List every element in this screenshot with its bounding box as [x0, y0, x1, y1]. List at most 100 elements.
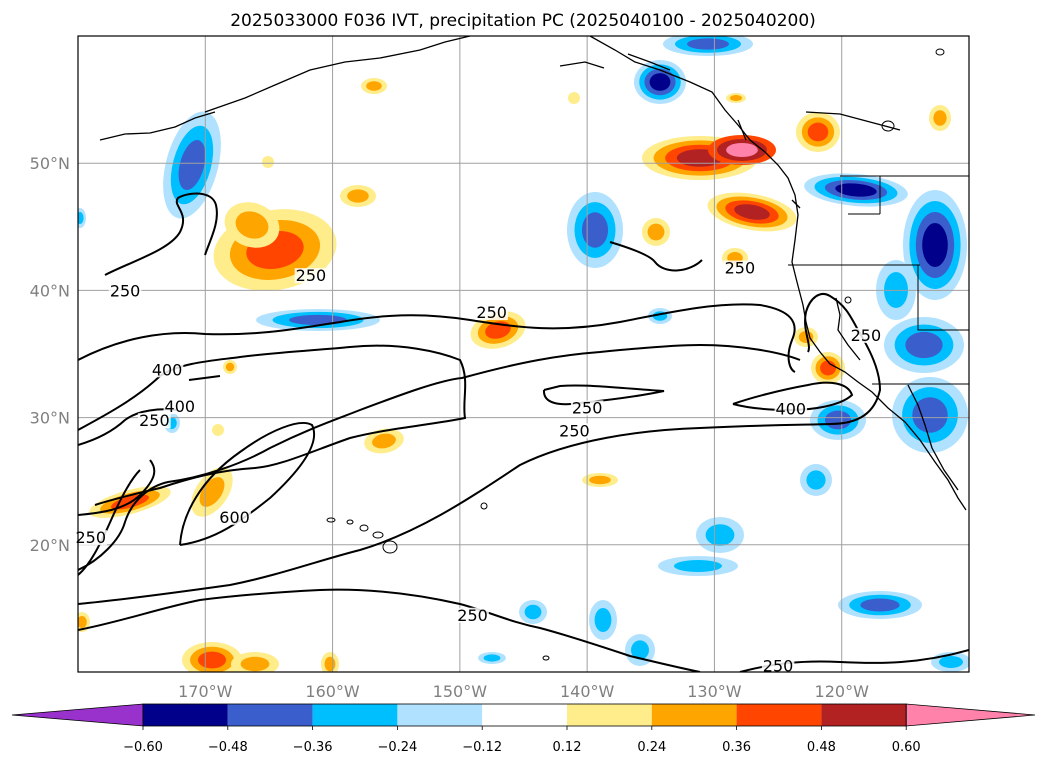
lat-tick-label: 40°N [30, 281, 70, 300]
border-segment [917, 265, 969, 331]
precip-level [483, 654, 501, 662]
precip-level [324, 656, 336, 672]
contour-label-bg [723, 260, 757, 276]
coastline-segment [805, 111, 901, 131]
precip-blob [78, 208, 86, 228]
lat-tick-label: 30°N [30, 409, 70, 428]
precip-level [905, 331, 943, 359]
precip-level [820, 360, 836, 376]
contour-label-bg [138, 413, 171, 429]
island [935, 48, 945, 56]
precip-level [178, 140, 206, 190]
ivt-contours [78, 192, 969, 672]
precip-level [198, 651, 226, 669]
colorbar-tick-label: 0.12 [553, 740, 582, 755]
lon-tick-label: 150°W [433, 682, 488, 701]
island [542, 655, 550, 661]
precip-blob [224, 202, 280, 248]
contour-label-bg [475, 305, 508, 321]
lon-tick-label: 140°W [560, 682, 615, 701]
precip-blob [708, 135, 776, 165]
contour-line [609, 241, 703, 272]
precip-blob [648, 308, 672, 324]
island [346, 519, 354, 525]
precip-level [212, 424, 224, 436]
precip-level [235, 211, 269, 239]
precip-level [687, 38, 729, 50]
colorbar-extend-high [905, 703, 1036, 727]
lat-lon-gridlines [78, 36, 969, 672]
precip-blob [884, 317, 964, 373]
lat-tick-label: 20°N [30, 536, 70, 555]
contour-label: 250 [851, 326, 882, 345]
colorbar-segment [651, 704, 737, 726]
contour-label: 250 [725, 259, 756, 278]
colorbar-segment [736, 704, 822, 726]
precip-blob [707, 192, 797, 232]
coastline-segment [835, 297, 861, 361]
precip-level [807, 122, 829, 142]
map-frame [77, 35, 970, 673]
contour-line [78, 293, 882, 605]
precip-blob [163, 111, 221, 219]
colorbar-tick-label: 0.48 [807, 740, 836, 755]
contour-label-bg [456, 607, 489, 623]
precip-blob [519, 600, 547, 624]
precip-blob [634, 60, 686, 104]
precip-level [589, 475, 611, 485]
contour-line [78, 343, 801, 571]
coastline-segment [737, 119, 747, 141]
contour-label-bg [74, 530, 108, 546]
precip-blob [582, 473, 618, 487]
colorbar-segment [143, 704, 228, 726]
precip-level [730, 95, 742, 101]
contour-label: 250 [457, 606, 488, 625]
contour-line [104, 192, 218, 276]
precip-level [289, 314, 347, 326]
coastline-segment [589, 36, 967, 511]
precip-level [524, 604, 542, 620]
contour-label-bg [163, 399, 197, 415]
colorbar-segment [821, 704, 907, 726]
island [480, 502, 488, 510]
contour-line [78, 588, 701, 672]
precip-blob [589, 600, 617, 640]
precip-blob [478, 652, 506, 664]
colorbar-tick-label: 0.60 [892, 740, 921, 755]
lon-tick-label: 130°W [687, 682, 742, 701]
coastlines [99, 36, 969, 661]
contour-label: 600 [219, 508, 250, 527]
colorbar-outline [142, 703, 907, 727]
coastline-segment [559, 61, 605, 69]
island [359, 524, 369, 532]
colorbar-tick-label: 0.36 [722, 740, 751, 755]
precip-blob [256, 309, 380, 331]
colorbar: −0.60 −0.48 −0.36 −0.24 −0.12 0.12 0.24 0.36 0.4… [11, 703, 1036, 755]
precip-blob [231, 652, 279, 672]
precip-level [824, 410, 852, 430]
latitude-tick-labels: 50°N 40°N 30°N 20°N [30, 154, 70, 555]
colorbar-segment [567, 704, 652, 726]
precip-level [649, 73, 671, 91]
precip-blob [800, 464, 832, 496]
contour-label: 250 [139, 411, 170, 430]
colorbar-tick-label: −0.60 [123, 740, 163, 755]
contour-label: 250 [572, 398, 603, 417]
colorbar-extend-low [11, 703, 144, 727]
contour-label-bg [774, 401, 808, 417]
coastline-segment [907, 384, 959, 491]
colorbar-segment [482, 704, 567, 726]
precip-blob [663, 36, 753, 56]
island [372, 531, 384, 539]
precip-blob [658, 556, 738, 576]
contour-label: 250 [476, 303, 507, 322]
precip-level [262, 156, 274, 168]
precip-level [734, 204, 770, 220]
precip-blob [903, 190, 967, 300]
contour-label: 250 [110, 281, 141, 300]
precip-level [347, 189, 369, 203]
contour-line [188, 375, 221, 381]
contour-line [78, 469, 141, 576]
